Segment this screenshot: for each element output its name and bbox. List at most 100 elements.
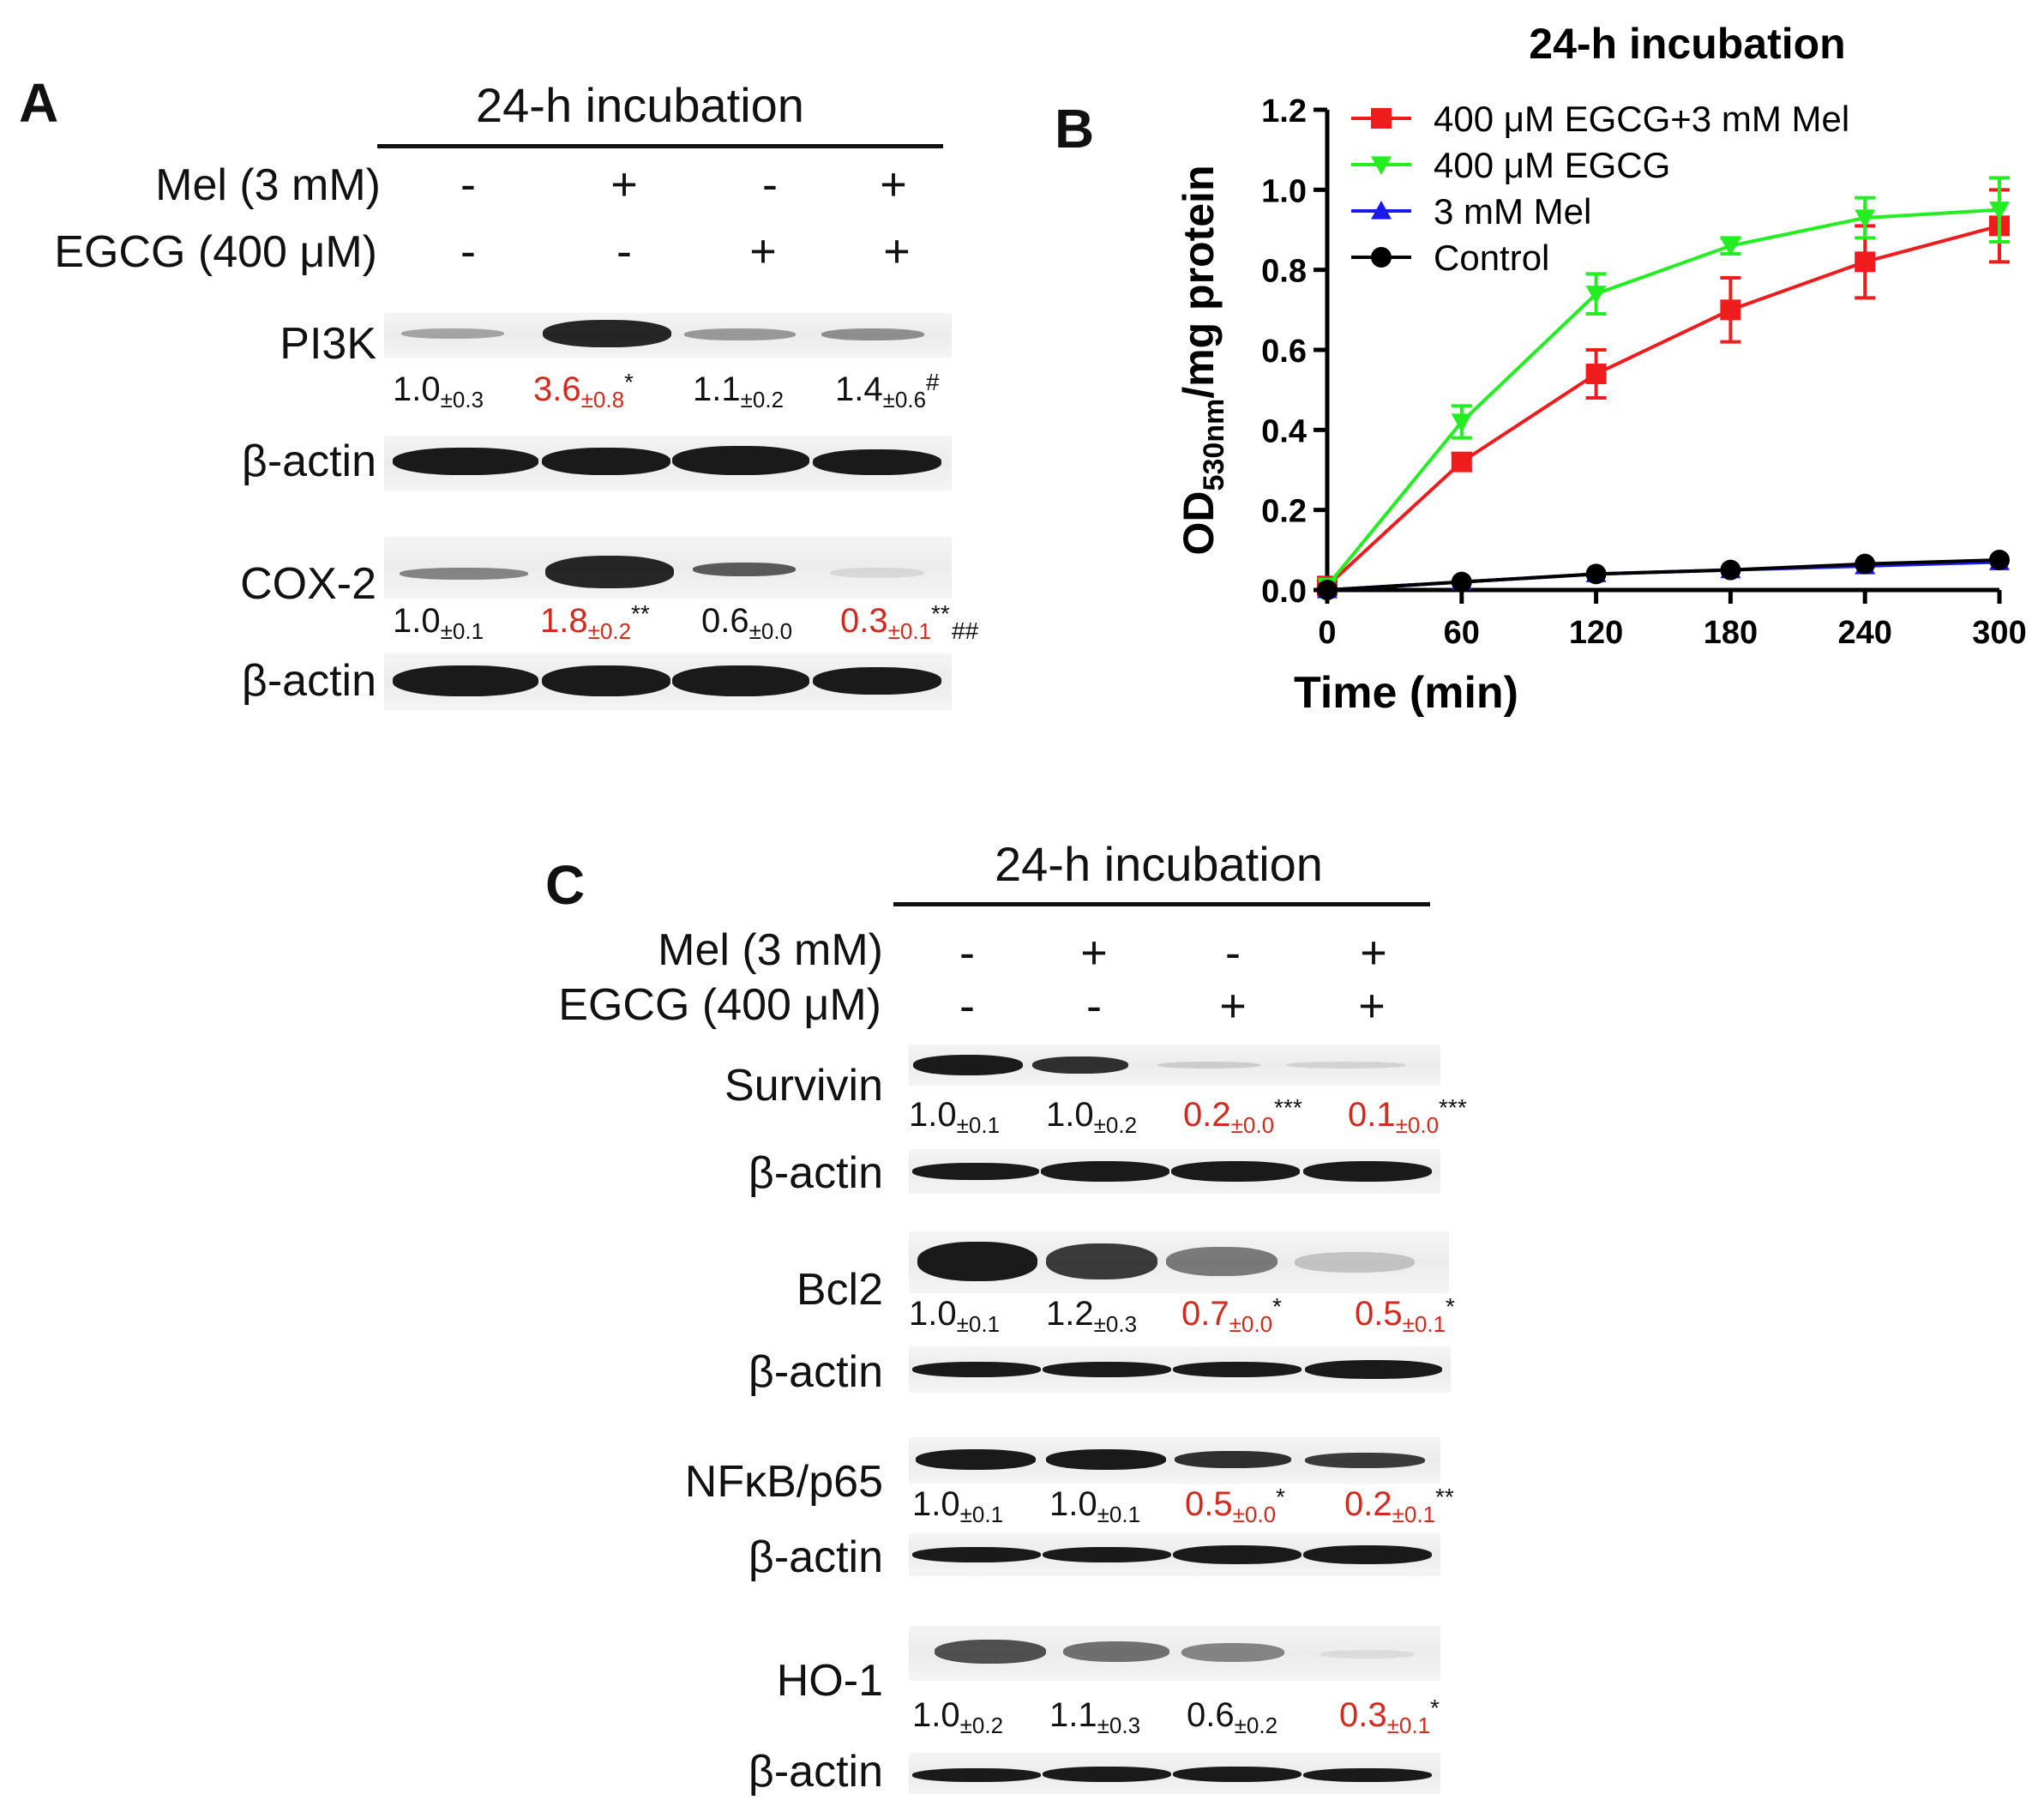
panel-a-title-rule: [377, 144, 943, 148]
panel-a-egcg-label: EGCG (400 μM): [54, 227, 377, 277]
quant-value: 1.8±0.2**: [540, 600, 650, 644]
panel-c-title-rule: [893, 902, 1430, 906]
quant-value: 0.2±0.1**: [1344, 1484, 1454, 1527]
data-point: [1451, 413, 1472, 432]
band: [543, 320, 671, 347]
band: [545, 556, 674, 588]
protein-label-beta-actin: β-actin: [748, 1347, 883, 1397]
panel-a-mel-label: Mel (3 mM): [155, 160, 381, 210]
panel-c-egcg-label: EGCG (400 μM): [558, 980, 881, 1030]
panel-a-egcg-sign: +: [883, 226, 911, 277]
y-tick-label: 1.2: [1261, 93, 1307, 129]
chart-legend: 400 μM EGCG+3 mM Mel 400 μM EGCG 3 mM Mel C…: [1351, 99, 1849, 278]
panel-a-egcg-sign: +: [749, 226, 777, 277]
blot-beta-actin: [384, 653, 952, 710]
protein-label-bcl2: Bcl2: [796, 1265, 883, 1315]
panel-c-mel-label: Mel (3 mM): [658, 925, 883, 975]
blot-pi3k: [384, 313, 952, 358]
quant-value: 0.5±0.1*: [1355, 1293, 1455, 1337]
quant-value: 0.2±0.0***: [1183, 1094, 1302, 1138]
quant-value: 0.1±0.0***: [1348, 1094, 1467, 1138]
legend-marker: [1371, 201, 1392, 220]
band: [542, 665, 670, 696]
panel-b-label: B: [1055, 98, 1095, 160]
band: [672, 446, 809, 475]
x-tick-label: 300: [1972, 615, 2026, 651]
quant-value: 1.1±0.2: [693, 370, 785, 412]
protein-label-ho-1: HO-1: [776, 1656, 883, 1706]
protein-label-beta-actin: β-actin: [241, 656, 376, 706]
x-tick-label: 60: [1444, 615, 1480, 651]
y-tick-label: 1.0: [1261, 173, 1307, 209]
data-point: [1451, 571, 1472, 593]
protein-label-beta-actin: β-actin: [748, 1532, 883, 1582]
panel-a-egcg-sign: -: [616, 226, 632, 277]
quant-value: 0.6±0.2: [1187, 1696, 1278, 1738]
blot-bcl2: [909, 1231, 1449, 1293]
protein-label-beta-actin: β-actin: [748, 1747, 883, 1797]
y-axis-label: OD530nm/mg protein: [1175, 166, 1230, 556]
chart-axes: 0.0 0.2 0.4 0.6 0.8 1.0 1.2 0 60 120 180 240 300: [1261, 93, 2027, 651]
panel-a-mel-sign: +: [880, 159, 907, 210]
panel-c-egcg-sign: +: [1219, 980, 1247, 1032]
protein-label-beta-actin: β-actin: [748, 1148, 883, 1198]
legend-label: 400 μM EGCG+3 mM Mel: [1434, 99, 1849, 139]
panel-c-egcg-sign: +: [1358, 980, 1386, 1032]
y-tick-label: 0.0: [1261, 574, 1307, 610]
band: [1295, 1252, 1415, 1273]
band: [1173, 1362, 1302, 1377]
legend-marker: [1371, 108, 1392, 129]
protein-label-beta-actin: β-actin: [241, 436, 376, 486]
data-point: [1585, 563, 1607, 585]
quant-value: 1.0±0.1: [1049, 1485, 1141, 1527]
band: [912, 1163, 1039, 1180]
band: [912, 1362, 1041, 1377]
band: [912, 1768, 1041, 1782]
panel-c-label: C: [545, 854, 586, 916]
x-tick-label: 240: [1837, 615, 1891, 651]
blot-survivin: [909, 1044, 1440, 1086]
series-Control: [1317, 550, 2010, 600]
band: [1286, 1062, 1406, 1069]
panel-a-mel-sign: +: [610, 159, 638, 210]
band: [1043, 1547, 1171, 1562]
legend-label: 400 μM EGCG: [1434, 145, 1670, 185]
quant-value: 1.0±0.2: [1046, 1096, 1138, 1138]
quant-value: 1.4±0.6#: [835, 369, 940, 412]
band: [1303, 1161, 1432, 1182]
quant-value: 1.0±0.1: [393, 602, 484, 644]
y-tick-label: 0.4: [1261, 413, 1307, 449]
chart-series: [1317, 176, 2010, 600]
legend-marker: [1371, 247, 1392, 268]
legend-label: 3 mM Mel: [1434, 191, 1591, 232]
data-point: [1720, 299, 1741, 321]
band: [821, 328, 924, 340]
panel-c-mel-sign: +: [1080, 927, 1108, 978]
panel-c-title: 24-h incubation: [995, 837, 1323, 891]
band: [672, 665, 809, 696]
quant-value: 3.6±0.8*: [533, 369, 634, 412]
data-point: [1720, 559, 1741, 581]
series-line: [1326, 558, 2000, 592]
data-point: [1720, 238, 1741, 256]
panel-c-mel-sign: +: [1360, 927, 1387, 978]
band: [400, 568, 528, 580]
hash-mark: ##: [952, 617, 979, 644]
x-tick-label: 180: [1704, 615, 1758, 651]
panel-a-mel-sign: -: [460, 159, 476, 210]
band: [813, 667, 941, 695]
band: [916, 1449, 1036, 1470]
panel-c-mel-sign: -: [959, 927, 975, 978]
quant-value: 1.2±0.3: [1046, 1295, 1138, 1337]
band: [813, 449, 941, 475]
panel-c-mel-sign: -: [1225, 927, 1241, 978]
band: [1305, 1360, 1442, 1379]
quant-value: 1.0±0.1: [909, 1295, 1001, 1337]
band: [684, 328, 796, 340]
band: [542, 448, 670, 475]
quant-value: 1.0±0.2: [912, 1696, 1004, 1738]
quant-value: 1.1±0.3: [1049, 1696, 1141, 1738]
y-tick-label: 0.8: [1261, 254, 1307, 290]
protein-label-cox-2: COX-2: [240, 559, 376, 609]
blot-beta-actin: [909, 1346, 1451, 1393]
